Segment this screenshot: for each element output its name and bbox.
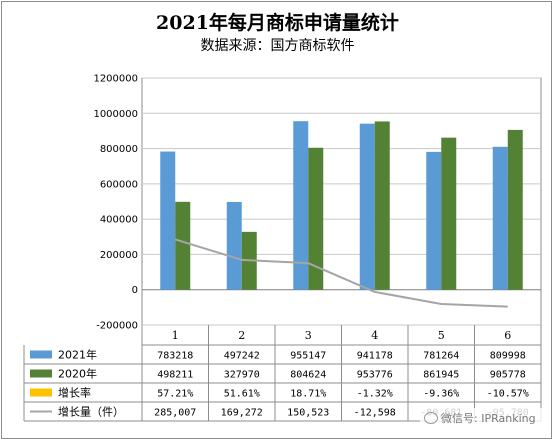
table-cell: 169,272	[221, 408, 263, 419]
table-cell: 327970	[224, 370, 260, 381]
table-cell: 781264	[423, 351, 459, 362]
table-cell: -1.32%	[357, 389, 393, 400]
table-cell: 955147	[290, 351, 326, 362]
watermark-text: 微信号: IPRanking	[441, 412, 536, 425]
bar-series-2	[507, 129, 523, 290]
y-tick-label: 800000	[100, 144, 138, 155]
table-cell: 285,007	[154, 408, 196, 419]
table-cell: 804624	[290, 370, 326, 381]
legend-key	[30, 388, 52, 397]
x-tick-label: 3	[305, 329, 312, 342]
table-cell: 783218	[157, 351, 193, 362]
legend-label: 增长量（件）	[58, 405, 124, 419]
bar-series-1	[359, 123, 375, 290]
bar-series-2	[308, 147, 324, 290]
chart-subtitle: 数据来源：国方商标软件	[200, 38, 355, 54]
watermark: 微信号: IPRanking	[420, 408, 548, 430]
table-cell: 51.61%	[224, 389, 260, 400]
bar-series-1	[160, 151, 176, 290]
legend-label: 2021年	[58, 348, 97, 362]
bar-series-2	[374, 121, 390, 290]
legend-key	[30, 369, 52, 378]
table-cell: -12,598	[354, 408, 396, 419]
bar-series-1	[226, 201, 242, 290]
y-tick-label: 600000	[100, 179, 138, 190]
table-cell: 861945	[423, 370, 459, 381]
legend-label: 2020年	[58, 367, 97, 381]
table-cell: 905778	[490, 370, 526, 381]
x-tick-label: 2	[238, 329, 245, 342]
legend-label: 增长率	[58, 386, 91, 400]
table-cell: -9.36%	[423, 389, 459, 400]
table-cell: 498211	[157, 370, 193, 381]
table-cell: 497242	[224, 351, 260, 362]
bar-series-1	[293, 121, 309, 290]
table-cell: -10.57%	[487, 389, 529, 400]
bar-series-2	[441, 137, 457, 290]
x-tick-label: 6	[504, 329, 511, 342]
bar-series-1	[492, 146, 508, 290]
x-tick-label: 1	[172, 329, 179, 342]
y-tick-label: 1200000	[93, 74, 138, 85]
y-tick-label: 1000000	[93, 109, 138, 120]
wechat-icon	[424, 412, 438, 424]
table-cell: 57.21%	[157, 389, 193, 400]
y-tick-label: 400000	[100, 215, 138, 226]
table-cell: 809998	[490, 351, 526, 362]
x-tick-label: 5	[438, 329, 445, 342]
plot-area	[141, 77, 542, 326]
y-tick-label: 0	[132, 285, 138, 296]
table-cell: 150,523	[287, 408, 329, 419]
table-cell: 953776	[357, 370, 393, 381]
y-tick-label: -200000	[96, 321, 138, 332]
table-cell: 18.71%	[290, 389, 326, 400]
x-tick-label: 4	[371, 329, 378, 342]
line-series-growth-amount	[174, 238, 508, 308]
legend-key	[30, 350, 52, 359]
table-cell: 941178	[357, 351, 393, 362]
bar-series-2	[175, 201, 191, 290]
y-tick-label: 200000	[100, 250, 138, 261]
chart-title: 2021年每月商标申请量统计	[156, 12, 399, 34]
bar-series-1	[426, 151, 442, 290]
